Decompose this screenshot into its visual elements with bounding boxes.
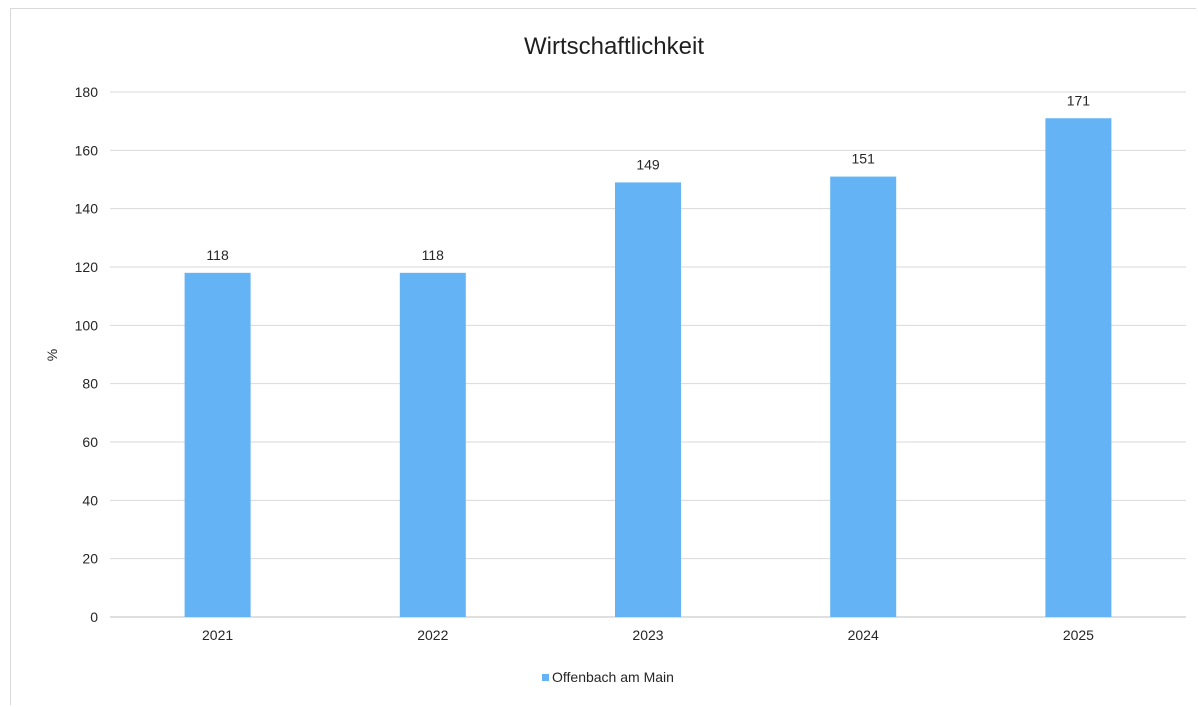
bar	[1045, 118, 1111, 617]
bars	[185, 118, 1112, 617]
bar	[185, 273, 251, 617]
bar	[615, 182, 681, 617]
data-label: 118	[422, 247, 445, 263]
legend-label: Offenbach am Main	[552, 669, 674, 685]
bar	[400, 273, 466, 617]
x-tick-label: 2023	[632, 627, 663, 643]
data-label: 151	[852, 151, 876, 167]
data-label: 118	[206, 247, 229, 263]
y-tick-label: 20	[82, 551, 98, 567]
x-tick-label: 2022	[417, 627, 448, 643]
y-tick-label: 120	[75, 259, 99, 275]
y-axis-title: %	[44, 349, 60, 361]
y-axis: 0 20 40 60 80 100 120 140 160 180	[75, 84, 99, 625]
y-tick-label: 180	[75, 84, 99, 100]
y-tick-label: 60	[82, 434, 98, 450]
data-label: 149	[636, 156, 660, 172]
chart-title: Wirtschaftlichkeit	[524, 33, 704, 60]
y-tick-label: 40	[82, 492, 98, 508]
x-tick-label: 2025	[1063, 627, 1094, 643]
x-tick-label: 2021	[202, 627, 233, 643]
data-label: 171	[1067, 92, 1091, 108]
y-tick-label: 160	[75, 142, 99, 158]
y-tick-label: 100	[75, 317, 99, 333]
y-tick-label: 80	[82, 376, 98, 392]
x-axis: 2021 2022 2023 2024 2025	[202, 627, 1094, 643]
y-tick-label: 140	[75, 201, 99, 217]
legend-swatch	[542, 674, 549, 681]
bar	[830, 177, 896, 617]
x-tick-label: 2024	[848, 627, 879, 643]
y-tick-label: 0	[90, 609, 98, 625]
legend: Offenbach am Main	[542, 669, 674, 685]
